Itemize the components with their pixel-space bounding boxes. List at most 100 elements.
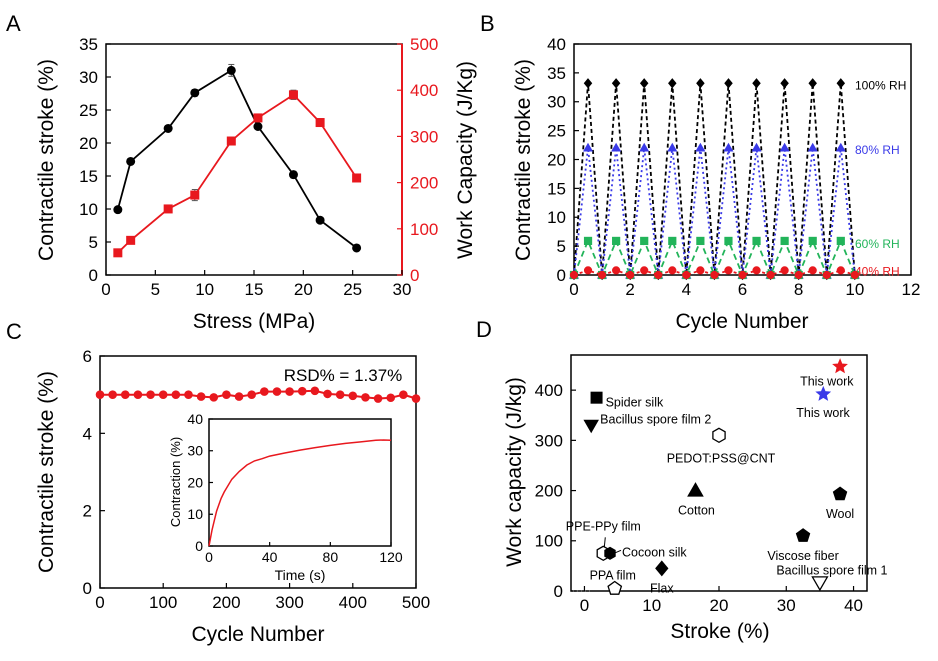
panel-b-series-3-point bbox=[780, 266, 789, 275]
panel-b-series-2-label: 60% RH bbox=[855, 237, 900, 251]
panel-b-series-3-label: 40% RH bbox=[855, 264, 900, 278]
panel-c-series-point bbox=[297, 386, 307, 396]
panel-b-series-3-point bbox=[654, 270, 663, 280]
panel-a-y-tick-label: 5 bbox=[89, 233, 98, 252]
panel-b-series-3-point bbox=[752, 266, 761, 275]
panel-c-y-tick-label: 0 bbox=[83, 579, 92, 598]
panel-c-series-point bbox=[120, 390, 130, 399]
panel-b-series-1-point bbox=[807, 142, 818, 152]
panel-c-series-point bbox=[399, 390, 408, 399]
panel-b-series-3-point bbox=[738, 270, 747, 280]
panel-b-series-1-point bbox=[639, 142, 650, 152]
panel-a-yr-tick-label: 100 bbox=[410, 220, 438, 239]
panel-b-series-2-point bbox=[640, 236, 649, 246]
panel-c-inset-xlabel: Time (s) bbox=[275, 567, 326, 583]
panel-c-inset-y-tick-label: 40 bbox=[187, 411, 203, 427]
panel-c-series-point bbox=[348, 391, 358, 401]
panel-a-x-tick-label: 10 bbox=[195, 280, 214, 299]
panel-d-point-label-0: This work bbox=[800, 375, 854, 389]
panel-a-series-1-point bbox=[226, 136, 236, 146]
panel-c-series-point bbox=[196, 392, 206, 401]
panel-b-series-2-line bbox=[573, 238, 856, 278]
panel-b-series-3-point bbox=[668, 266, 677, 275]
panel-a-x-tick-label: 30 bbox=[393, 280, 412, 299]
panel-a-series-1-point bbox=[163, 204, 173, 214]
panel-d-point-label-7: Viscose fiber bbox=[767, 549, 838, 563]
panel-b-series-3-point bbox=[583, 266, 593, 275]
panel-d-point-1 bbox=[815, 385, 832, 401]
panel-a-series-0-point bbox=[190, 88, 200, 98]
panel-b-series-1-point bbox=[723, 142, 734, 152]
panel-d-point-label-1: This work bbox=[796, 406, 850, 420]
panel-a-series-0-point bbox=[253, 122, 263, 131]
panel-c-inset-x-tick-label: 40 bbox=[262, 549, 278, 565]
panel-a-series-1-point bbox=[315, 118, 325, 128]
panel-label-a: A bbox=[6, 11, 21, 36]
panel-b-series-1-point bbox=[779, 142, 790, 152]
panel-c-series-point bbox=[411, 394, 421, 403]
panel-a-yr-tick-label: 200 bbox=[410, 174, 438, 193]
panel-c-inset-curve bbox=[208, 439, 392, 547]
panel-b-series-0-point bbox=[611, 78, 621, 89]
panel-b-x-tick-label: 6 bbox=[738, 280, 747, 299]
panel-b-series-0-point bbox=[836, 78, 846, 89]
panel-b-series-2-point bbox=[696, 236, 705, 246]
panel-d-point-6 bbox=[832, 486, 848, 501]
panel-c-series-point bbox=[146, 390, 155, 399]
panel-c-chart: Cycle Number Contractile stroke (%) RSD%… bbox=[35, 347, 430, 646]
panel-b-series-3-point bbox=[696, 266, 705, 275]
panel-a-x-tick-label: 0 bbox=[101, 280, 110, 299]
panel-d-x-tick-label: 20 bbox=[710, 596, 729, 615]
panel-b-chart: Cycle Number Contractile stroke (%) 0 2 4 6… bbox=[512, 35, 920, 333]
panel-b-series-0-point bbox=[583, 78, 593, 89]
panel-c-x-tick-label: 500 bbox=[402, 593, 430, 612]
panel-c-series-point bbox=[95, 390, 105, 399]
panel-c-x-tick-label: 0 bbox=[95, 593, 104, 612]
panel-b-series-1-point bbox=[611, 142, 622, 152]
panel-b-series-0-point bbox=[639, 78, 649, 89]
panel-c-series-point bbox=[234, 392, 244, 401]
panel-d-y-tick-label: 0 bbox=[554, 582, 563, 601]
panel-c-series-point bbox=[222, 390, 231, 399]
panel-d-point-11 bbox=[811, 576, 829, 592]
panel-d-point-label-12: PPA film bbox=[590, 568, 636, 582]
panel-b-x-tick-label: 0 bbox=[569, 280, 578, 299]
panel-d-point-label-4: PEDOT:PSS@CNT bbox=[667, 451, 776, 465]
panel-c-x-tick-label: 400 bbox=[339, 593, 367, 612]
panel-label-c: C bbox=[6, 319, 22, 344]
panel-a-series-0-point bbox=[163, 123, 173, 133]
panel-b-y-tick-label: 10 bbox=[547, 208, 566, 227]
panel-c-series-point bbox=[323, 389, 332, 399]
panel-b-series-3-point bbox=[850, 270, 859, 280]
panel-b-x-tick-label: 8 bbox=[794, 280, 803, 299]
panel-a-y-tick-label: 0 bbox=[89, 266, 98, 285]
panel-b-series-2-point bbox=[836, 236, 845, 246]
panel-a-yr-tick-label: 300 bbox=[410, 127, 438, 146]
panel-b-y-tick-label: 0 bbox=[557, 266, 566, 285]
panel-d-x-tick-label: 10 bbox=[642, 596, 661, 615]
panel-b-series-3-point bbox=[640, 266, 649, 275]
panel-d-point-4 bbox=[712, 427, 726, 444]
panel-b-series-3-point bbox=[710, 270, 719, 280]
panel-a-series-0-point bbox=[288, 170, 298, 180]
panel-b-series-3-point bbox=[766, 270, 775, 280]
panel-b-y-tick-label: 15 bbox=[547, 179, 566, 198]
panel-a-x-tick-label: 25 bbox=[343, 280, 362, 299]
panel-c-x-tick-label: 300 bbox=[275, 593, 303, 612]
panel-d-point-12 bbox=[607, 580, 623, 595]
panel-c-inset-y-tick-label: 20 bbox=[187, 474, 203, 490]
panel-b-series-0-point bbox=[668, 78, 677, 89]
panel-b-y-tick-label: 30 bbox=[547, 93, 566, 112]
panel-b-series-1-point bbox=[751, 142, 762, 152]
panel-a-y-tick-label: 15 bbox=[79, 167, 98, 186]
panel-a-series-0-point bbox=[126, 156, 136, 166]
panel-b-series-1-line bbox=[573, 147, 856, 276]
panel-d-point-5 bbox=[687, 482, 704, 497]
panel-a-y-tick-label: 30 bbox=[79, 68, 98, 87]
panel-a-ylabel: Contractile stroke (%) bbox=[35, 59, 58, 261]
panel-d-ylabel: Work capacity (J/kg) bbox=[503, 377, 526, 567]
panel-a-series-1-point bbox=[113, 248, 123, 258]
panel-a-y-tick-label: 20 bbox=[79, 134, 98, 153]
panel-d-xlabel: Stroke (%) bbox=[670, 620, 769, 643]
panel-b-x-tick-label: 12 bbox=[902, 280, 921, 299]
